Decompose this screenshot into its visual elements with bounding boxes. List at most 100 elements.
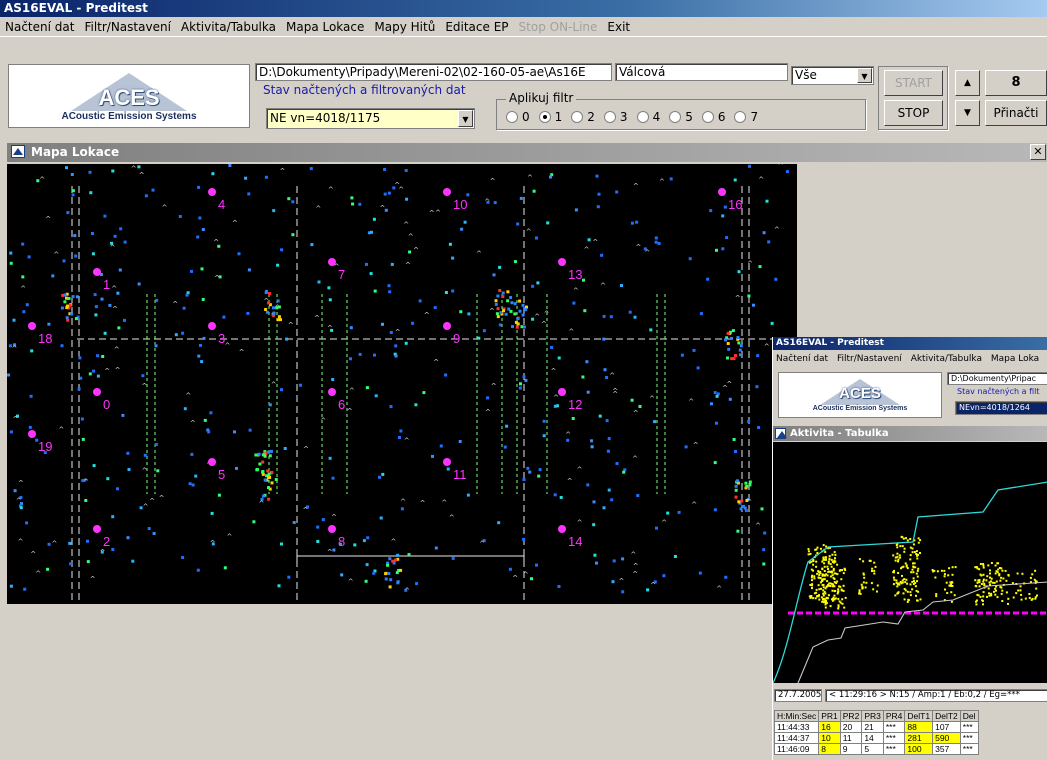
menu-editace-ep[interactable]: Editace EP [445, 19, 509, 34]
filter-radio-7[interactable]: 7 [734, 110, 758, 124]
event-point [748, 483, 752, 487]
filter-radio-3[interactable]: 3 [603, 110, 628, 124]
activity-point [896, 546, 899, 549]
event-point [716, 392, 720, 396]
activity-point [982, 563, 985, 565]
arrow-up-icon: ▲ [964, 78, 971, 88]
ne-select[interactable]: NE vn=4018/1175 ▼ [266, 108, 475, 129]
event-point [280, 542, 283, 546]
event-point [247, 268, 251, 272]
sub-menu-aktivita-tabulka[interactable]: Aktivita/Tabulka [910, 354, 982, 364]
column-header[interactable]: PR4 [882, 710, 906, 722]
sub-menu-mapa-lokace[interactable]: Mapa Loka [990, 354, 1040, 364]
column-header[interactable]: Del [959, 710, 979, 722]
event-point [636, 494, 640, 497]
start-button[interactable]: START [884, 70, 943, 96]
grid-caret: ^ [303, 445, 309, 453]
menu-filtr-nastaveni[interactable]: Filtr/Nastavení [84, 19, 171, 34]
event-point [496, 315, 500, 319]
scope-select[interactable]: Vše ▼ [791, 66, 874, 85]
event-point [384, 577, 388, 581]
activity-point [990, 577, 993, 580]
event-point [633, 315, 637, 319]
event-point [65, 292, 69, 296]
sensor-label: 3 [218, 331, 225, 346]
chevron-down-icon[interactable]: ▼ [458, 110, 473, 127]
menu-exit[interactable]: Exit [607, 19, 631, 34]
column-header[interactable]: PR2 [839, 710, 863, 722]
reload-button[interactable]: Přinačti [985, 100, 1047, 126]
event-point [197, 354, 201, 358]
event-point [209, 411, 213, 415]
column-header[interactable]: PR1 [818, 710, 841, 722]
filter-radio-4[interactable]: 4 [636, 110, 660, 124]
menu-nacteni-dat[interactable]: Načtení dat [5, 19, 75, 34]
filter-radio-1[interactable]: 1 [538, 110, 562, 124]
location-map[interactable]: ^ ^ ^ ^ ^ ^ ^ ^ ^ ^ ^ ^ ^ ^ ^ ^ ^ ^ ^ ^ ^ ^ ^ ^ ^ ^ ^ ^ ^ ^ ^ ^ ^ ^ ^ ^ ^ ^ ^ ^… [7, 164, 797, 604]
close-icon[interactable]: ✕ [1030, 144, 1046, 160]
menu-mapa-lokace[interactable]: Mapa Lokace [286, 19, 365, 34]
event-point [268, 292, 272, 295]
event-point [758, 265, 762, 269]
activity-point [829, 582, 832, 585]
path-field[interactable]: D:\Dokumenty\Pripady\Mereni-02\02-160-05… [255, 63, 612, 81]
object-name-field[interactable]: Válcová [615, 63, 788, 81]
table-row[interactable]: 11:44:37 10 11 14 *** 281 590 *** [774, 732, 979, 744]
event-point [93, 293, 97, 297]
event-point [66, 318, 70, 322]
sub-logo-subtitle: ACoustic Emission Systems [812, 405, 908, 412]
sub-menu-nacteni-dat[interactable]: Načtení dat [776, 354, 829, 364]
date-field[interactable]: 27.7.2005 [774, 689, 822, 702]
event-point [730, 336, 733, 340]
filter-radio-5[interactable]: 5 [669, 110, 693, 124]
grid-caret: ^ [100, 548, 106, 556]
column-header[interactable]: PR3 [861, 710, 884, 722]
activity-point [823, 598, 826, 601]
filter-radio-2[interactable]: 2 [571, 110, 595, 124]
event-point [99, 273, 103, 276]
menu-aktivita-tabulka[interactable]: Aktivita/Tabulka [180, 19, 276, 34]
chevron-down-icon[interactable]: ▼ [857, 68, 872, 83]
stop-button[interactable]: STOP [884, 100, 943, 126]
event-point [505, 424, 509, 428]
activity-point [812, 597, 815, 600]
event-point [595, 174, 599, 178]
event-point [126, 536, 130, 540]
activity-point [808, 561, 811, 564]
counter-up-button[interactable]: ▲ [955, 70, 980, 96]
activity-point [828, 582, 831, 585]
activity-point [990, 562, 993, 564]
event-point [88, 170, 92, 174]
grid-caret: ^ [553, 394, 559, 402]
activity-point [1015, 592, 1018, 595]
menu-mapy-hitu[interactable]: Mapy Hitů [374, 19, 436, 34]
event-point [74, 254, 78, 258]
counter-down-button[interactable]: ▼ [955, 100, 980, 126]
event-point [233, 430, 236, 434]
column-header[interactable]: DelT2 [932, 710, 961, 722]
event-point [723, 205, 727, 209]
activity-point [827, 560, 830, 563]
filter-radio-6[interactable]: 6 [701, 110, 725, 124]
sub-menu-filtr-nastaveni[interactable]: Filtr/Nastavení [836, 354, 902, 364]
event-point [151, 188, 155, 192]
grid-caret: ^ [404, 437, 410, 445]
event-point [154, 443, 158, 446]
grid-caret: ^ [475, 164, 481, 166]
activity-point [821, 560, 824, 563]
activity-chart[interactable] [773, 442, 1047, 684]
table-row[interactable]: 11:44:33 16 20 21 *** 88 107 *** [774, 721, 979, 733]
sub-path-field[interactable]: D:\Dokumenty\Pripac [947, 372, 1047, 385]
event-point [546, 221, 550, 225]
activity-point [816, 552, 819, 554]
filter-radio-0[interactable]: 0 [506, 110, 530, 124]
activity-point [822, 583, 825, 586]
event-point [331, 476, 335, 480]
column-header[interactable]: H:Min:Sec [774, 710, 820, 722]
activity-point [1031, 573, 1034, 576]
sub-ne-field[interactable]: NEvn=4018/1264 [955, 401, 1047, 415]
column-header[interactable]: DelT1 [904, 710, 934, 722]
grid-caret: ^ [746, 498, 752, 506]
activity-point [994, 572, 997, 575]
